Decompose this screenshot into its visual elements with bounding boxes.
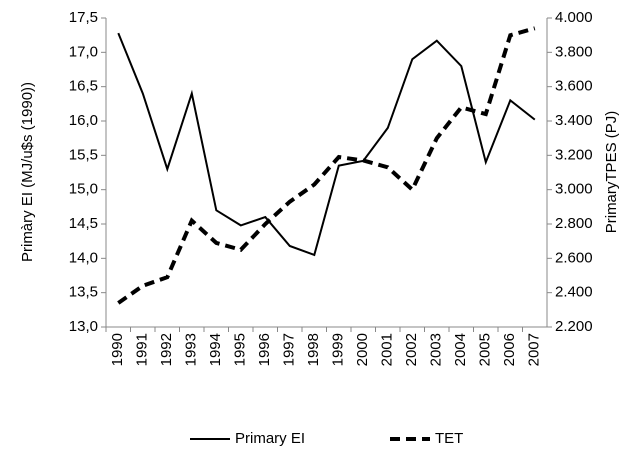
x-tick-label: 2000: [354, 333, 371, 366]
y-tick-label: 14,5: [69, 215, 98, 232]
y-tick-label: 15,5: [69, 146, 98, 163]
y-tick-label: 17,0: [69, 43, 98, 60]
x-tick-label: 2006: [501, 333, 518, 366]
legend-label: TET: [435, 430, 463, 447]
x-tick-label: 1992: [158, 333, 175, 366]
x-tick-label: 2003: [428, 333, 445, 366]
y2-tick-label: 4.000: [555, 9, 593, 26]
x-tick-label: 1997: [281, 333, 298, 366]
series-line: [117, 26, 536, 305]
y2-axis-title: PrimaryTPES (PJ): [603, 111, 620, 234]
x-tick-label: 2002: [403, 333, 420, 366]
x-tick-label: 1999: [330, 333, 347, 366]
y2-tick-label: 3.200: [555, 146, 593, 163]
y-tick-label: 14,0: [69, 249, 98, 266]
y2-tick-label: 2.400: [555, 284, 593, 301]
y2-tick-label: 3.800: [555, 43, 593, 60]
y2-tick-label: 2.600: [555, 249, 593, 266]
y-tick-label: 13,5: [69, 284, 98, 301]
x-tick-label: 2004: [452, 333, 469, 366]
x-tick-label: 1993: [183, 333, 200, 366]
y-tick-label: 16,0: [69, 112, 98, 129]
x-tick-label: 2007: [526, 333, 543, 366]
x-tick-label: 1991: [134, 333, 151, 366]
x-tick-label: 1990: [109, 333, 126, 366]
y-axis-title: Primàry EI (MJ/u$s (1990)): [19, 82, 36, 262]
y-tick-label: 16,5: [69, 78, 98, 95]
y2-tick-label: 3.400: [555, 112, 593, 129]
x-tick-label: 2001: [379, 333, 396, 366]
x-tick-label: 1998: [305, 333, 322, 366]
x-tick-label: 1996: [256, 333, 273, 366]
y-tick-label: 15,0: [69, 181, 98, 198]
x-tick-label: 1995: [232, 333, 249, 366]
series-line: [117, 32, 536, 257]
y2-tick-label: 2.800: [555, 215, 593, 232]
x-tick-label: 1994: [207, 333, 224, 366]
y2-tick-label: 3.000: [555, 181, 593, 198]
x-tick-label: 2005: [477, 333, 494, 366]
y2-tick-label: 3.600: [555, 78, 593, 95]
y2-tick-label: 2.200: [555, 318, 593, 335]
y-tick-label: 13,0: [69, 318, 98, 335]
y-tick-label: 17,5: [69, 9, 98, 26]
legend-label: Primary EI: [235, 430, 305, 447]
